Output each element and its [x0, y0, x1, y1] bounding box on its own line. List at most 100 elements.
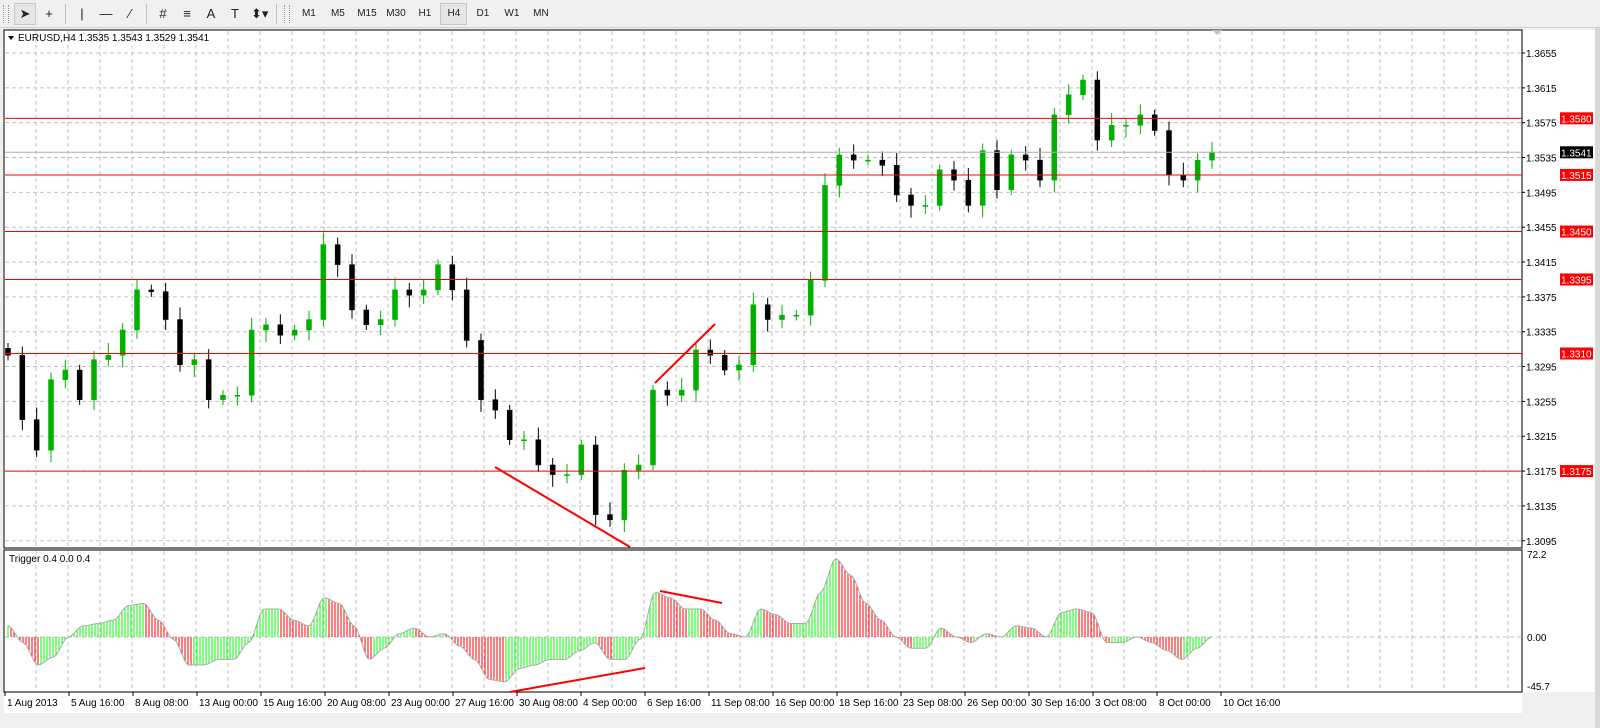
candle-body — [793, 314, 800, 317]
candle-body — [48, 379, 54, 451]
horizontal-line-tool-icon[interactable]: — — [99, 6, 113, 21]
candle — [220, 390, 226, 405]
level-price-badge — [1560, 273, 1593, 286]
candle-body — [535, 439, 542, 466]
candle-body — [306, 319, 312, 331]
candle — [908, 188, 914, 218]
scrollbar[interactable] — [1595, 28, 1600, 728]
candle-body — [893, 165, 900, 196]
date-label: 4 Sep 00:00 — [583, 698, 637, 709]
candle — [105, 343, 112, 367]
text-label-tool-icon[interactable]: T — [231, 6, 239, 21]
timeframe-mn-button[interactable]: MN — [533, 8, 549, 19]
level-price-label: 1.3450 — [1561, 228, 1592, 239]
candle-body — [234, 395, 241, 397]
collapse-triangle-icon — [8, 36, 14, 40]
candle-body — [1180, 174, 1187, 181]
equidistant-channel-tool-icon[interactable]: # — [159, 6, 167, 21]
candle-body — [435, 264, 441, 291]
toolbar-separator — [146, 3, 147, 24]
candle-body — [1094, 79, 1101, 141]
candle — [793, 309, 800, 321]
candle-body — [19, 354, 26, 420]
date-label: 15 Aug 16:00 — [263, 698, 322, 709]
cursor-tool-icon[interactable]: ➤ — [14, 2, 36, 25]
candle-body — [463, 289, 470, 341]
candle-body — [5, 348, 11, 356]
toolbar-grip[interactable] — [3, 4, 9, 23]
date-label: 16 Sep 00:00 — [775, 698, 835, 709]
candle — [635, 454, 642, 479]
candle-body — [807, 280, 814, 316]
date-label: 27 Aug 16:00 — [455, 698, 514, 709]
candle-body — [148, 289, 155, 292]
candle — [134, 279, 140, 339]
candle-body — [277, 324, 284, 336]
timeframe-w1-button[interactable]: W1 — [504, 8, 520, 19]
arrows-tool-icon[interactable]: ⬍▾ — [251, 5, 269, 21]
level-price-label: 1.3175 — [1561, 467, 1592, 478]
timeframe-m1-button[interactable]: M1 — [301, 8, 316, 19]
price-tick-label: 1.3335 — [1526, 328, 1557, 339]
chart-window[interactable]: 1.3655 1.3615 1.3575 1.3535 1.3495 1.3455 1.34… — [0, 28, 1600, 728]
timeframe-h1-button[interactable]: H1 — [418, 8, 432, 19]
candle — [650, 384, 656, 471]
candle — [363, 304, 370, 330]
price-tick-label: 1.3215 — [1526, 432, 1557, 443]
timeframe-h4-button[interactable]: H4 — [440, 2, 468, 25]
candle-body — [635, 464, 642, 471]
current-price-badge — [1560, 146, 1593, 159]
timeframe-m15-button[interactable]: M15 — [357, 8, 377, 19]
candle — [693, 343, 699, 403]
candle-body — [879, 159, 886, 166]
candle — [234, 386, 241, 406]
level-price-label: 1.3515 — [1561, 171, 1592, 182]
candle — [291, 324, 298, 341]
indicator-tick-label: -45.7 — [1527, 682, 1550, 693]
text-tool-icon[interactable]: A — [206, 6, 216, 21]
candle — [922, 194, 929, 215]
price-trendline — [494, 466, 631, 548]
candle-body — [621, 469, 628, 521]
candle-body — [822, 185, 828, 281]
candle — [549, 458, 556, 487]
candle-body — [349, 264, 355, 311]
candle — [664, 381, 671, 406]
candle — [578, 439, 585, 480]
candle — [1123, 118, 1129, 138]
indicator-pane — [3, 549, 1523, 693]
price-tick-label: 1.3415 — [1526, 258, 1557, 269]
crosshair-tool-icon[interactable]: + — [45, 6, 53, 21]
timeframe-m30-button[interactable]: M30 — [386, 8, 406, 19]
timeframe-m5-button[interactable]: M5 — [330, 8, 345, 19]
price-tick-label: 1.3575 — [1526, 119, 1557, 130]
candle — [449, 255, 456, 301]
candle — [1037, 147, 1043, 188]
candle — [406, 282, 413, 308]
candle-body — [1022, 154, 1029, 161]
candle — [248, 317, 255, 403]
toolbar-grip[interactable] — [284, 4, 291, 23]
candle-body — [1037, 159, 1043, 181]
candle — [334, 237, 341, 277]
date-label: 30 Aug 08:00 — [519, 698, 578, 709]
candle — [535, 427, 542, 472]
candle — [893, 153, 900, 202]
candle — [1194, 153, 1201, 193]
candle-body — [62, 369, 69, 380]
level-price-label: 1.3310 — [1561, 349, 1592, 360]
date-label: 30 Sep 16:00 — [1031, 698, 1091, 709]
candle-body — [162, 291, 169, 320]
timeframe-d1-button[interactable]: D1 — [476, 8, 490, 19]
candle-body — [564, 474, 570, 476]
candle-body — [478, 340, 484, 400]
candle-body — [320, 244, 327, 320]
candle-body — [865, 159, 871, 162]
fibonacci-tool-icon[interactable]: ≡ — [183, 6, 191, 21]
main-pane — [3, 29, 1523, 549]
vertical-line-tool-icon[interactable]: | — [80, 6, 84, 21]
date-label: 8 Oct 00:00 — [1159, 698, 1211, 709]
candle-body — [506, 409, 513, 440]
level-price-badge — [1560, 112, 1593, 125]
trendline-tool-icon[interactable]: ⁄ — [128, 6, 132, 21]
